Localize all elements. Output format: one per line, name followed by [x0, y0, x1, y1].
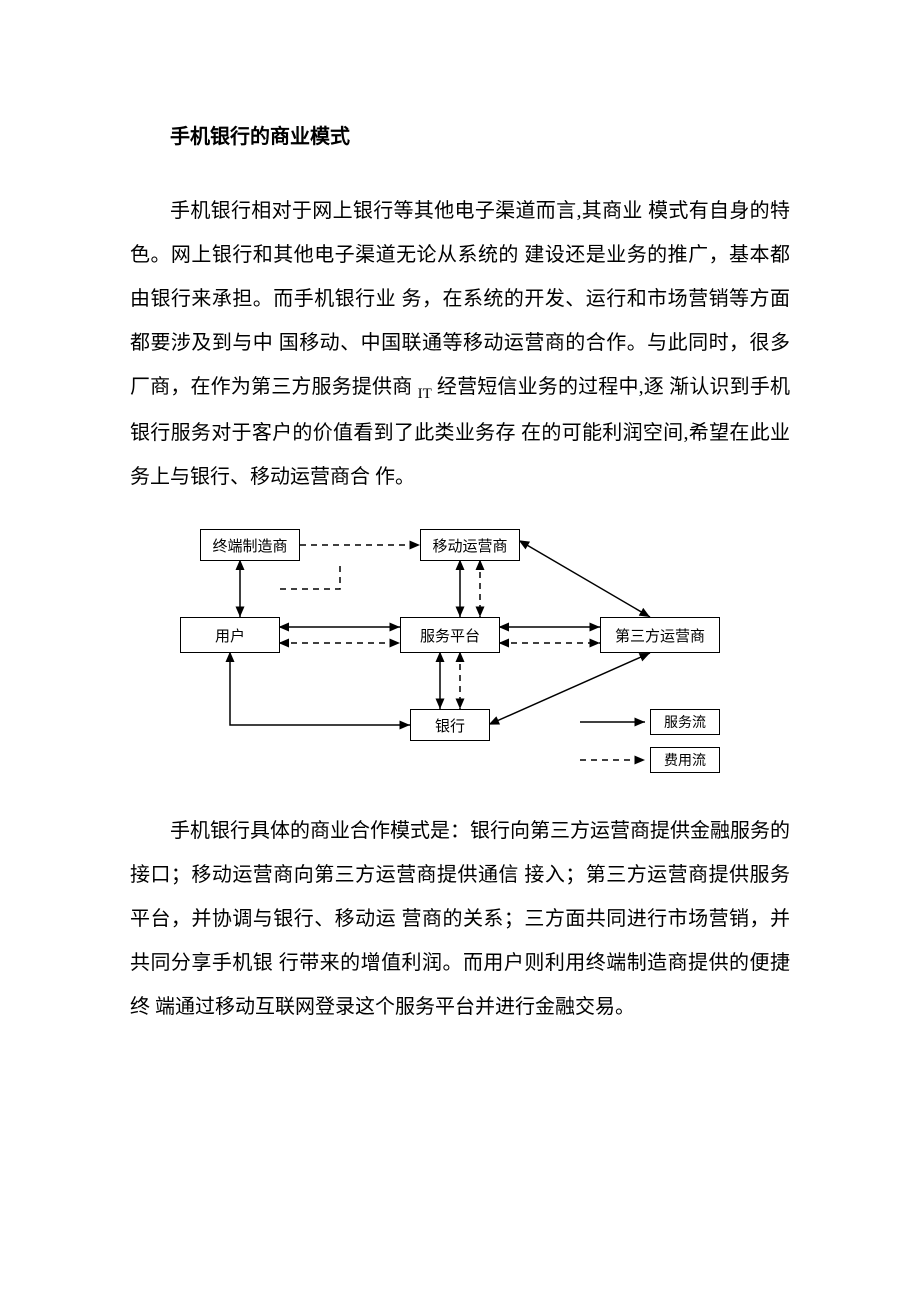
business-model-diagram: 终端制造商 移动运营商用户 服务平台 第三方运营商银行 服务流费用流	[180, 519, 740, 779]
edge-4	[520, 541, 650, 617]
legend-service: 服务流	[650, 709, 720, 735]
node-manufacturer: 终端制造商	[200, 529, 300, 561]
edge-7	[280, 561, 340, 589]
node-platform: 服务平台	[400, 617, 500, 653]
legend-fee: 费用流	[650, 747, 720, 773]
para1-text-a: 手机银行相对于网上银行等其他电子渠道而言,其商业 模式有自身的特色。网上银行和其…	[130, 200, 790, 398]
document-title: 手机银行的商业模式	[130, 120, 790, 149]
paragraph-1: 手机银行相对于网上银行等其他电子渠道而言,其商业 模式有自身的特色。网上银行和其…	[130, 189, 790, 499]
node-mobile_op: 移动运营商	[420, 529, 520, 561]
node-third_party: 第三方运营商	[600, 617, 720, 653]
node-bank: 银行	[410, 709, 490, 741]
para1-sub: IT	[418, 386, 432, 402]
node-user: 用户	[180, 617, 280, 653]
paragraph-2: 手机银行具体的商业合作模式是：银行向第三方运营商提供金融服务的接口；移动运营商向…	[130, 809, 790, 1029]
edge-13	[230, 653, 410, 725]
edge-12	[490, 653, 650, 724]
